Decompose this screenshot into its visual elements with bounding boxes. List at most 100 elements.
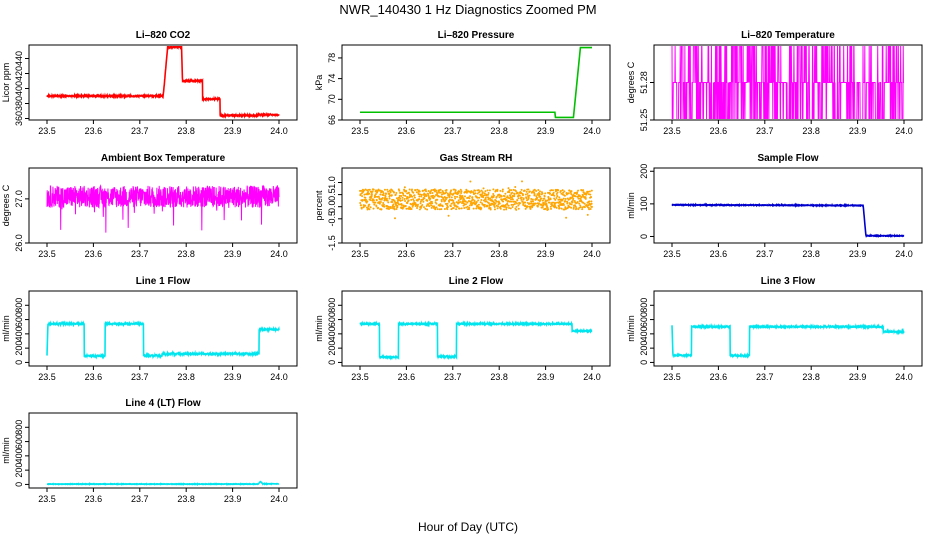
data-point <box>555 201 558 204</box>
plot-frame <box>28 167 298 244</box>
data-point <box>418 195 421 198</box>
x-tick-label: 23.8 <box>177 372 195 382</box>
data-point <box>387 190 390 193</box>
data-point <box>470 190 473 193</box>
y-axis-label: ml/min <box>626 315 636 342</box>
data-point <box>435 189 438 192</box>
x-tick-label: 23.7 <box>756 126 774 136</box>
data-point <box>377 206 380 209</box>
data-point <box>446 202 449 205</box>
plot-frame <box>341 44 611 121</box>
data-point <box>478 190 481 193</box>
data-point <box>525 190 528 193</box>
data-point <box>541 199 544 202</box>
data-point <box>435 191 438 194</box>
data-point <box>576 191 579 194</box>
data-layer <box>359 320 593 361</box>
data-point <box>514 201 517 204</box>
y-tick-label: 0.5 <box>327 188 337 201</box>
data-point <box>578 202 581 205</box>
data-point <box>484 190 487 193</box>
data-point <box>438 208 441 211</box>
data-point <box>410 194 413 197</box>
data-point <box>504 192 507 195</box>
y-tick-label: 800 <box>14 420 24 435</box>
y-tick-label: 800 <box>14 298 24 313</box>
data-point <box>517 207 520 210</box>
x-tick-label: 24.0 <box>583 249 601 259</box>
y-tick-label: 600 <box>327 312 337 327</box>
data-point <box>429 192 432 195</box>
data-point <box>505 206 508 209</box>
panel-3: Ambient Box Temperature degrees C 23.5 23.6… <box>1 153 298 259</box>
y-tick-label: 51.25 <box>639 109 649 132</box>
data-point <box>569 203 572 206</box>
data-point <box>447 214 450 217</box>
plot-frame <box>653 167 923 244</box>
data-point <box>360 207 363 210</box>
data-point <box>509 194 512 197</box>
data-point <box>429 197 432 200</box>
data-point <box>521 200 524 203</box>
data-point <box>444 196 447 199</box>
data-point <box>435 202 438 205</box>
data-point <box>394 193 397 196</box>
data-point <box>542 204 545 207</box>
x-tick-label: 23.9 <box>537 372 555 382</box>
y-tick-label: 0 <box>639 360 649 365</box>
data-point <box>458 190 461 193</box>
data-point <box>423 197 426 200</box>
data-point <box>405 190 408 193</box>
y-tick-label: 66 <box>327 115 337 125</box>
data-point <box>587 190 590 193</box>
data-point <box>575 207 578 210</box>
data-point <box>399 197 402 200</box>
data-point <box>436 192 439 195</box>
data-point <box>452 200 455 203</box>
data-point <box>561 189 564 192</box>
x-tick-label: 23.5 <box>38 372 56 382</box>
data-point <box>489 208 492 211</box>
data-point <box>483 194 486 197</box>
x-tick-label: 24.0 <box>895 126 913 136</box>
y-tick-label: 600 <box>14 312 24 327</box>
data-point <box>460 197 463 200</box>
x-tick-label: 23.6 <box>85 249 103 259</box>
y-tick-label: 400 <box>639 326 649 341</box>
x-tick-label: 24.0 <box>583 126 601 136</box>
data-point <box>412 199 415 202</box>
panel-title: Li–820 CO2 <box>136 30 191 41</box>
data-point <box>556 191 559 194</box>
data-point <box>382 203 385 206</box>
data-point <box>416 207 419 209</box>
data-point <box>492 194 495 197</box>
data-point <box>452 206 455 209</box>
plot-frame <box>28 412 298 489</box>
data-point <box>536 205 539 208</box>
y-axis-label: ml/min <box>1 315 11 342</box>
data-point <box>427 194 430 197</box>
data-point <box>430 189 433 192</box>
data-point <box>566 201 569 204</box>
data-point <box>469 195 472 198</box>
data-layer <box>46 320 280 360</box>
data-point <box>532 202 535 205</box>
data-point <box>426 208 429 211</box>
data-point <box>419 200 422 203</box>
data-point <box>418 190 421 193</box>
x-tick-label: 23.9 <box>849 249 867 259</box>
data-point <box>495 200 498 203</box>
data-point <box>368 188 371 191</box>
data-point <box>403 198 406 200</box>
data-point <box>528 190 531 193</box>
y-tick-label: 380 <box>14 96 24 111</box>
data-point <box>402 194 405 197</box>
data-point <box>455 208 458 211</box>
data-point <box>412 198 415 201</box>
x-tick-label: 24.0 <box>270 372 288 382</box>
data-point <box>570 193 573 196</box>
data-point <box>531 198 534 201</box>
data-point <box>445 198 448 201</box>
data-point <box>533 188 536 191</box>
data-point <box>471 196 474 199</box>
